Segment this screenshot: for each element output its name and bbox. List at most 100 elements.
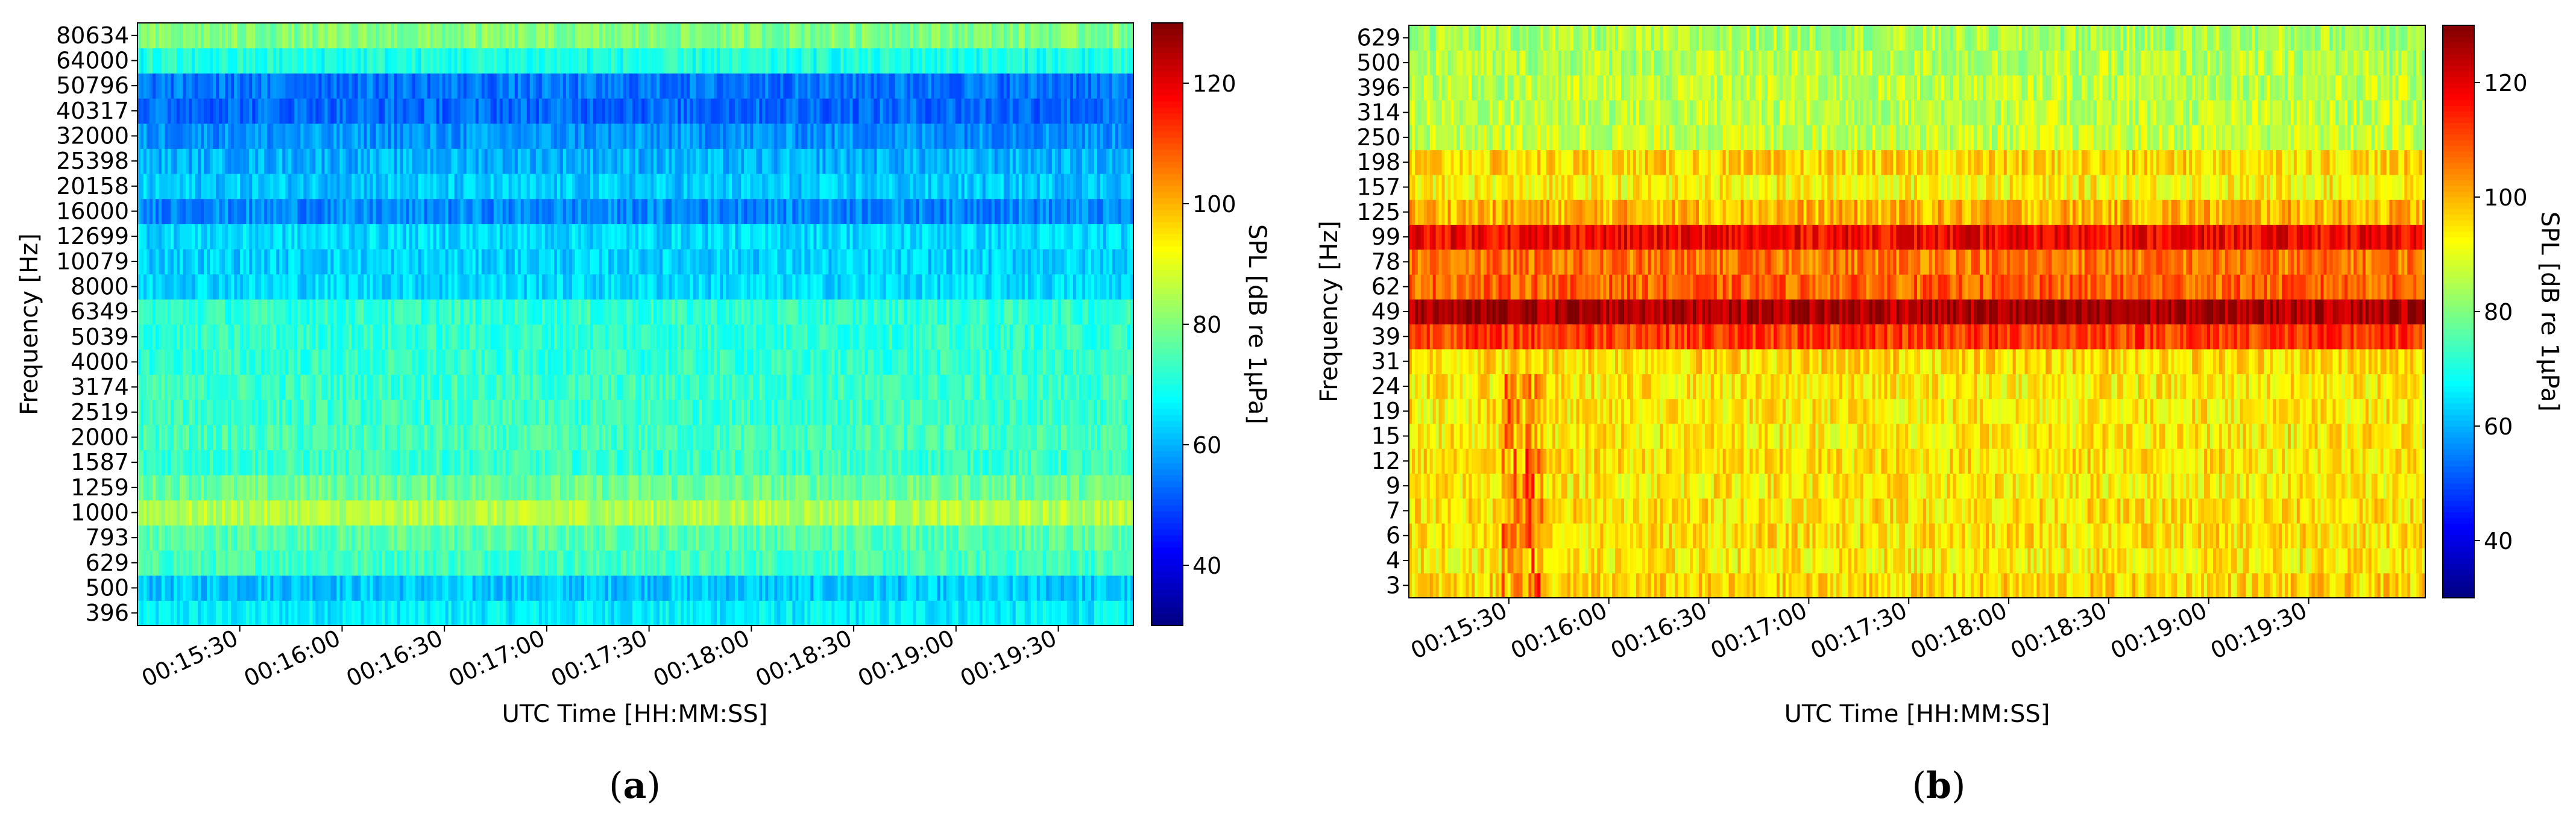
heatmap-cell (168, 525, 171, 551)
heatmap-cell (795, 249, 799, 275)
heatmap-cell (979, 450, 983, 475)
heatmap-cell (895, 324, 899, 350)
heatmap-cell (1091, 500, 1095, 526)
heatmap-cell (849, 550, 854, 576)
heatmap-cell (886, 550, 890, 576)
heatmap-cell (1024, 324, 1028, 350)
heatmap-cell (976, 299, 980, 325)
heatmap-cell (469, 600, 473, 626)
heatmap-cell (753, 400, 757, 425)
heatmap-cell (409, 525, 413, 551)
heatmap-cell (756, 575, 760, 601)
heatmap-cell (795, 525, 799, 551)
heatmap-cell (150, 475, 153, 501)
heatmap-cell (439, 450, 443, 475)
heatmap-cell (324, 299, 328, 325)
heatmap-cell (1075, 299, 1080, 325)
heatmap-cell (376, 450, 380, 475)
heatmap-cell (553, 400, 558, 425)
heatmap-cell (291, 600, 295, 626)
heatmap-cell (735, 525, 738, 551)
heatmap-cell (168, 299, 171, 325)
heatmap-cell (584, 500, 588, 526)
heatmap-cell (1118, 600, 1122, 626)
heatmap-cell (641, 600, 645, 626)
heatmap-cell (660, 374, 663, 400)
heatmap-cell (837, 450, 842, 475)
heatmap-cell (415, 575, 419, 601)
heatmap-cell (1106, 550, 1110, 576)
heatmap-cell (385, 299, 389, 325)
heatmap-cell (837, 525, 842, 551)
heatmap-cell (207, 450, 210, 475)
heatmap-cell (475, 500, 479, 526)
heatmap-cell (895, 400, 899, 425)
heatmap-cell (1048, 475, 1053, 501)
heatmap-cell (907, 600, 911, 626)
heatmap-cell (690, 575, 693, 601)
heatmap-cell (294, 475, 298, 501)
heatmap-cell (165, 450, 168, 475)
heatmap-cell (982, 349, 986, 375)
heatmap-cell (439, 424, 443, 450)
heatmap-cell (1106, 424, 1110, 450)
heatmap-cell (626, 374, 630, 400)
heatmap-cell (1100, 525, 1104, 551)
heatmap-cell (222, 424, 225, 450)
heatmap-cell (189, 475, 192, 501)
heatmap-cell (370, 575, 374, 601)
heatmap-cell (409, 400, 413, 425)
heatmap-cell (445, 575, 449, 601)
heatmap-cell (675, 400, 678, 425)
heatmap-cell (520, 600, 524, 626)
heatmap-cell (849, 274, 854, 300)
heatmap-cell (1118, 475, 1122, 501)
heatmap-cell (1045, 249, 1050, 275)
heatmap-cell (409, 500, 413, 526)
heatmap-cell (590, 500, 594, 526)
heatmap-cell (886, 450, 890, 475)
heatmap-cell (822, 324, 826, 350)
heatmap-cell (729, 475, 732, 501)
heatmap-cell (472, 525, 476, 551)
heatmap-cell (756, 475, 760, 501)
heatmap-cell (732, 299, 735, 325)
heatmap-cell (222, 224, 225, 249)
heatmap-cell (388, 424, 392, 450)
heatmap-cell (937, 575, 941, 601)
heatmap-cell (970, 249, 974, 275)
heatmap-cell (541, 600, 546, 626)
heatmap-cell (644, 349, 648, 375)
heatmap-cell (1006, 525, 1010, 551)
heatmap-cell (590, 525, 594, 551)
heatmap-cell (1088, 324, 1092, 350)
heatmap-cell (991, 249, 995, 275)
heatmap-cell (252, 249, 256, 275)
heatmap-cell (514, 525, 518, 551)
heatmap-cell (433, 274, 437, 300)
heatmap-cell (146, 424, 150, 450)
heatmap-cell (1039, 600, 1044, 626)
heatmap-cell (535, 299, 540, 325)
heatmap-cell (192, 224, 195, 249)
heatmap-cell (171, 450, 174, 475)
heatmap-cell (729, 274, 732, 300)
heatmap-cell (165, 525, 168, 551)
heatmap-cell (469, 299, 473, 325)
heatmap-cell (1042, 249, 1047, 275)
heatmap-cell (632, 550, 636, 576)
heatmap-cell (922, 374, 926, 400)
heatmap-cell (192, 374, 195, 400)
heatmap-cell (288, 299, 292, 325)
heatmap-cell (553, 374, 558, 400)
heatmap-cell (868, 500, 872, 526)
heatmap-cell (952, 274, 956, 300)
heatmap-cell (364, 575, 368, 601)
heatmap-cell (795, 550, 799, 576)
heatmap-cell (702, 249, 705, 275)
heatmap-cell (159, 249, 162, 275)
heatmap-cell (632, 424, 636, 450)
heatmap-cell (312, 400, 316, 425)
heatmap-cell (858, 600, 863, 626)
heatmap-cell (174, 274, 177, 300)
